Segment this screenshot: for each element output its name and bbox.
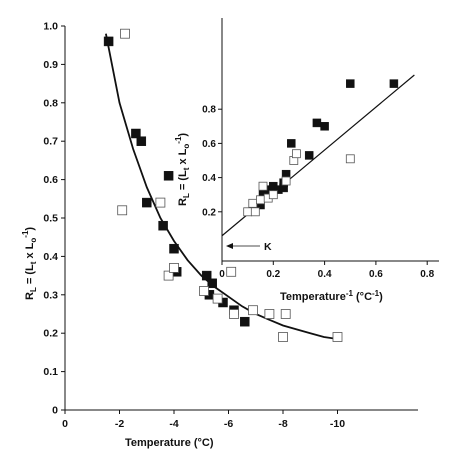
inset-point-filled xyxy=(312,118,322,128)
inset-point-open xyxy=(250,207,260,217)
main-x-tick-label: -2 xyxy=(115,418,124,430)
main-x-tick-label: -8 xyxy=(278,418,287,430)
main-point-open xyxy=(163,270,174,281)
inset-point-filled xyxy=(304,151,314,160)
main-point-filled xyxy=(131,128,141,139)
inset-point-open xyxy=(281,176,291,186)
main-x-tick-label: -10 xyxy=(330,418,345,430)
main-point-filled xyxy=(103,36,114,47)
inset-point-open xyxy=(345,154,355,164)
inset-point-open xyxy=(248,198,258,208)
main-point-open xyxy=(248,305,258,316)
main-point-filled xyxy=(201,270,212,281)
main-point-open xyxy=(120,28,130,39)
inset-point-filled xyxy=(287,139,296,148)
inset-x-tick-label: 0 xyxy=(219,269,225,280)
inset-x-axis-label: Temperature-1 (°C-1) xyxy=(280,289,383,303)
inset-point-open xyxy=(243,207,253,217)
inset-y-tick-label: 0.4 xyxy=(202,173,216,184)
inset-y-tick-label: 0.6 xyxy=(202,139,216,150)
inset-y-tick-label: 0.8 xyxy=(202,105,216,116)
main-fit-line xyxy=(105,33,338,340)
inset-point-filled xyxy=(346,79,355,88)
inset-point-open xyxy=(268,190,278,200)
inset-point-filled xyxy=(320,122,329,131)
inset-point-open xyxy=(256,195,265,205)
main-axes: 0 0.1 0.2 0.3 0.4 0.5 0.6 0.7 0.8 0.9 1.0 0 -2 -4 -6 -8… xyxy=(43,21,418,430)
main-x-axis-label: Temperature (°C) xyxy=(125,437,214,449)
main-y-tick-label: 0.9 xyxy=(43,59,58,71)
inset-point-filled xyxy=(389,79,399,88)
main-points xyxy=(103,28,343,342)
main-point-open xyxy=(199,286,209,296)
inset-y-tick-label: 0.2 xyxy=(202,207,216,218)
main-point-open xyxy=(229,309,239,319)
inset-x-tick-label: 0.8 xyxy=(420,269,434,280)
inset-x-tick-label: 0.6 xyxy=(369,269,383,280)
main-y-tick-label: 0 xyxy=(52,405,58,417)
main-y-tick-label: 0.2 xyxy=(43,328,58,340)
main-x-tick-label: -6 xyxy=(224,418,233,430)
main-y-tick-label: 0.7 xyxy=(43,136,58,148)
main-y-tick-label: 0.1 xyxy=(43,366,58,378)
main-point-open xyxy=(332,332,343,342)
inset-frame xyxy=(222,16,439,261)
main-point-open xyxy=(117,205,128,216)
inset-x-tick-label: 0.4 xyxy=(318,269,332,280)
main-point-filled xyxy=(158,220,168,231)
main-point-open xyxy=(280,309,291,319)
inset-point-open xyxy=(291,149,301,159)
main-point-filled xyxy=(169,243,179,254)
main-point-filled xyxy=(142,197,152,208)
inset-point-open xyxy=(258,181,268,191)
main-y-tick-label: 1.0 xyxy=(43,21,58,33)
main-point-filled xyxy=(163,171,174,181)
main-point-filled xyxy=(207,278,217,289)
main-y-tick-label: 0.8 xyxy=(43,97,58,109)
inset-y-axis-label: RL = (Lt x Lo-1) xyxy=(174,133,191,206)
annotation-k-label: K xyxy=(264,241,272,253)
main-fit-curve xyxy=(105,33,338,340)
main-point-open xyxy=(169,262,179,273)
main-y-tick-label: 0.6 xyxy=(43,174,58,186)
main-point-filled xyxy=(136,136,147,146)
main-y-tick-label: 0.4 xyxy=(43,251,58,263)
main-y-tick-label: 0.3 xyxy=(43,289,58,301)
inset-annotation: K xyxy=(226,241,272,253)
main-point-open xyxy=(155,197,166,208)
inset-axes: 0.2 0.4 0.6 0.8 0 0.2 0.4 0.6 0.8 xyxy=(202,18,439,280)
main-point-filled xyxy=(240,316,250,327)
inset-x-tick-label: 0.2 xyxy=(266,269,280,280)
main-point-open xyxy=(226,266,237,277)
main-point-open xyxy=(264,309,275,319)
main-point-open xyxy=(278,332,288,342)
main-x-tick-label: -4 xyxy=(169,418,178,430)
main-y-tick-label: 0.5 xyxy=(43,213,58,225)
main-y-axis-label: RL = (Lt x Lo-1) xyxy=(21,227,38,300)
inset-points xyxy=(243,79,399,217)
main-x-tick-label: 0 xyxy=(62,418,68,430)
main-point-open xyxy=(212,293,223,304)
